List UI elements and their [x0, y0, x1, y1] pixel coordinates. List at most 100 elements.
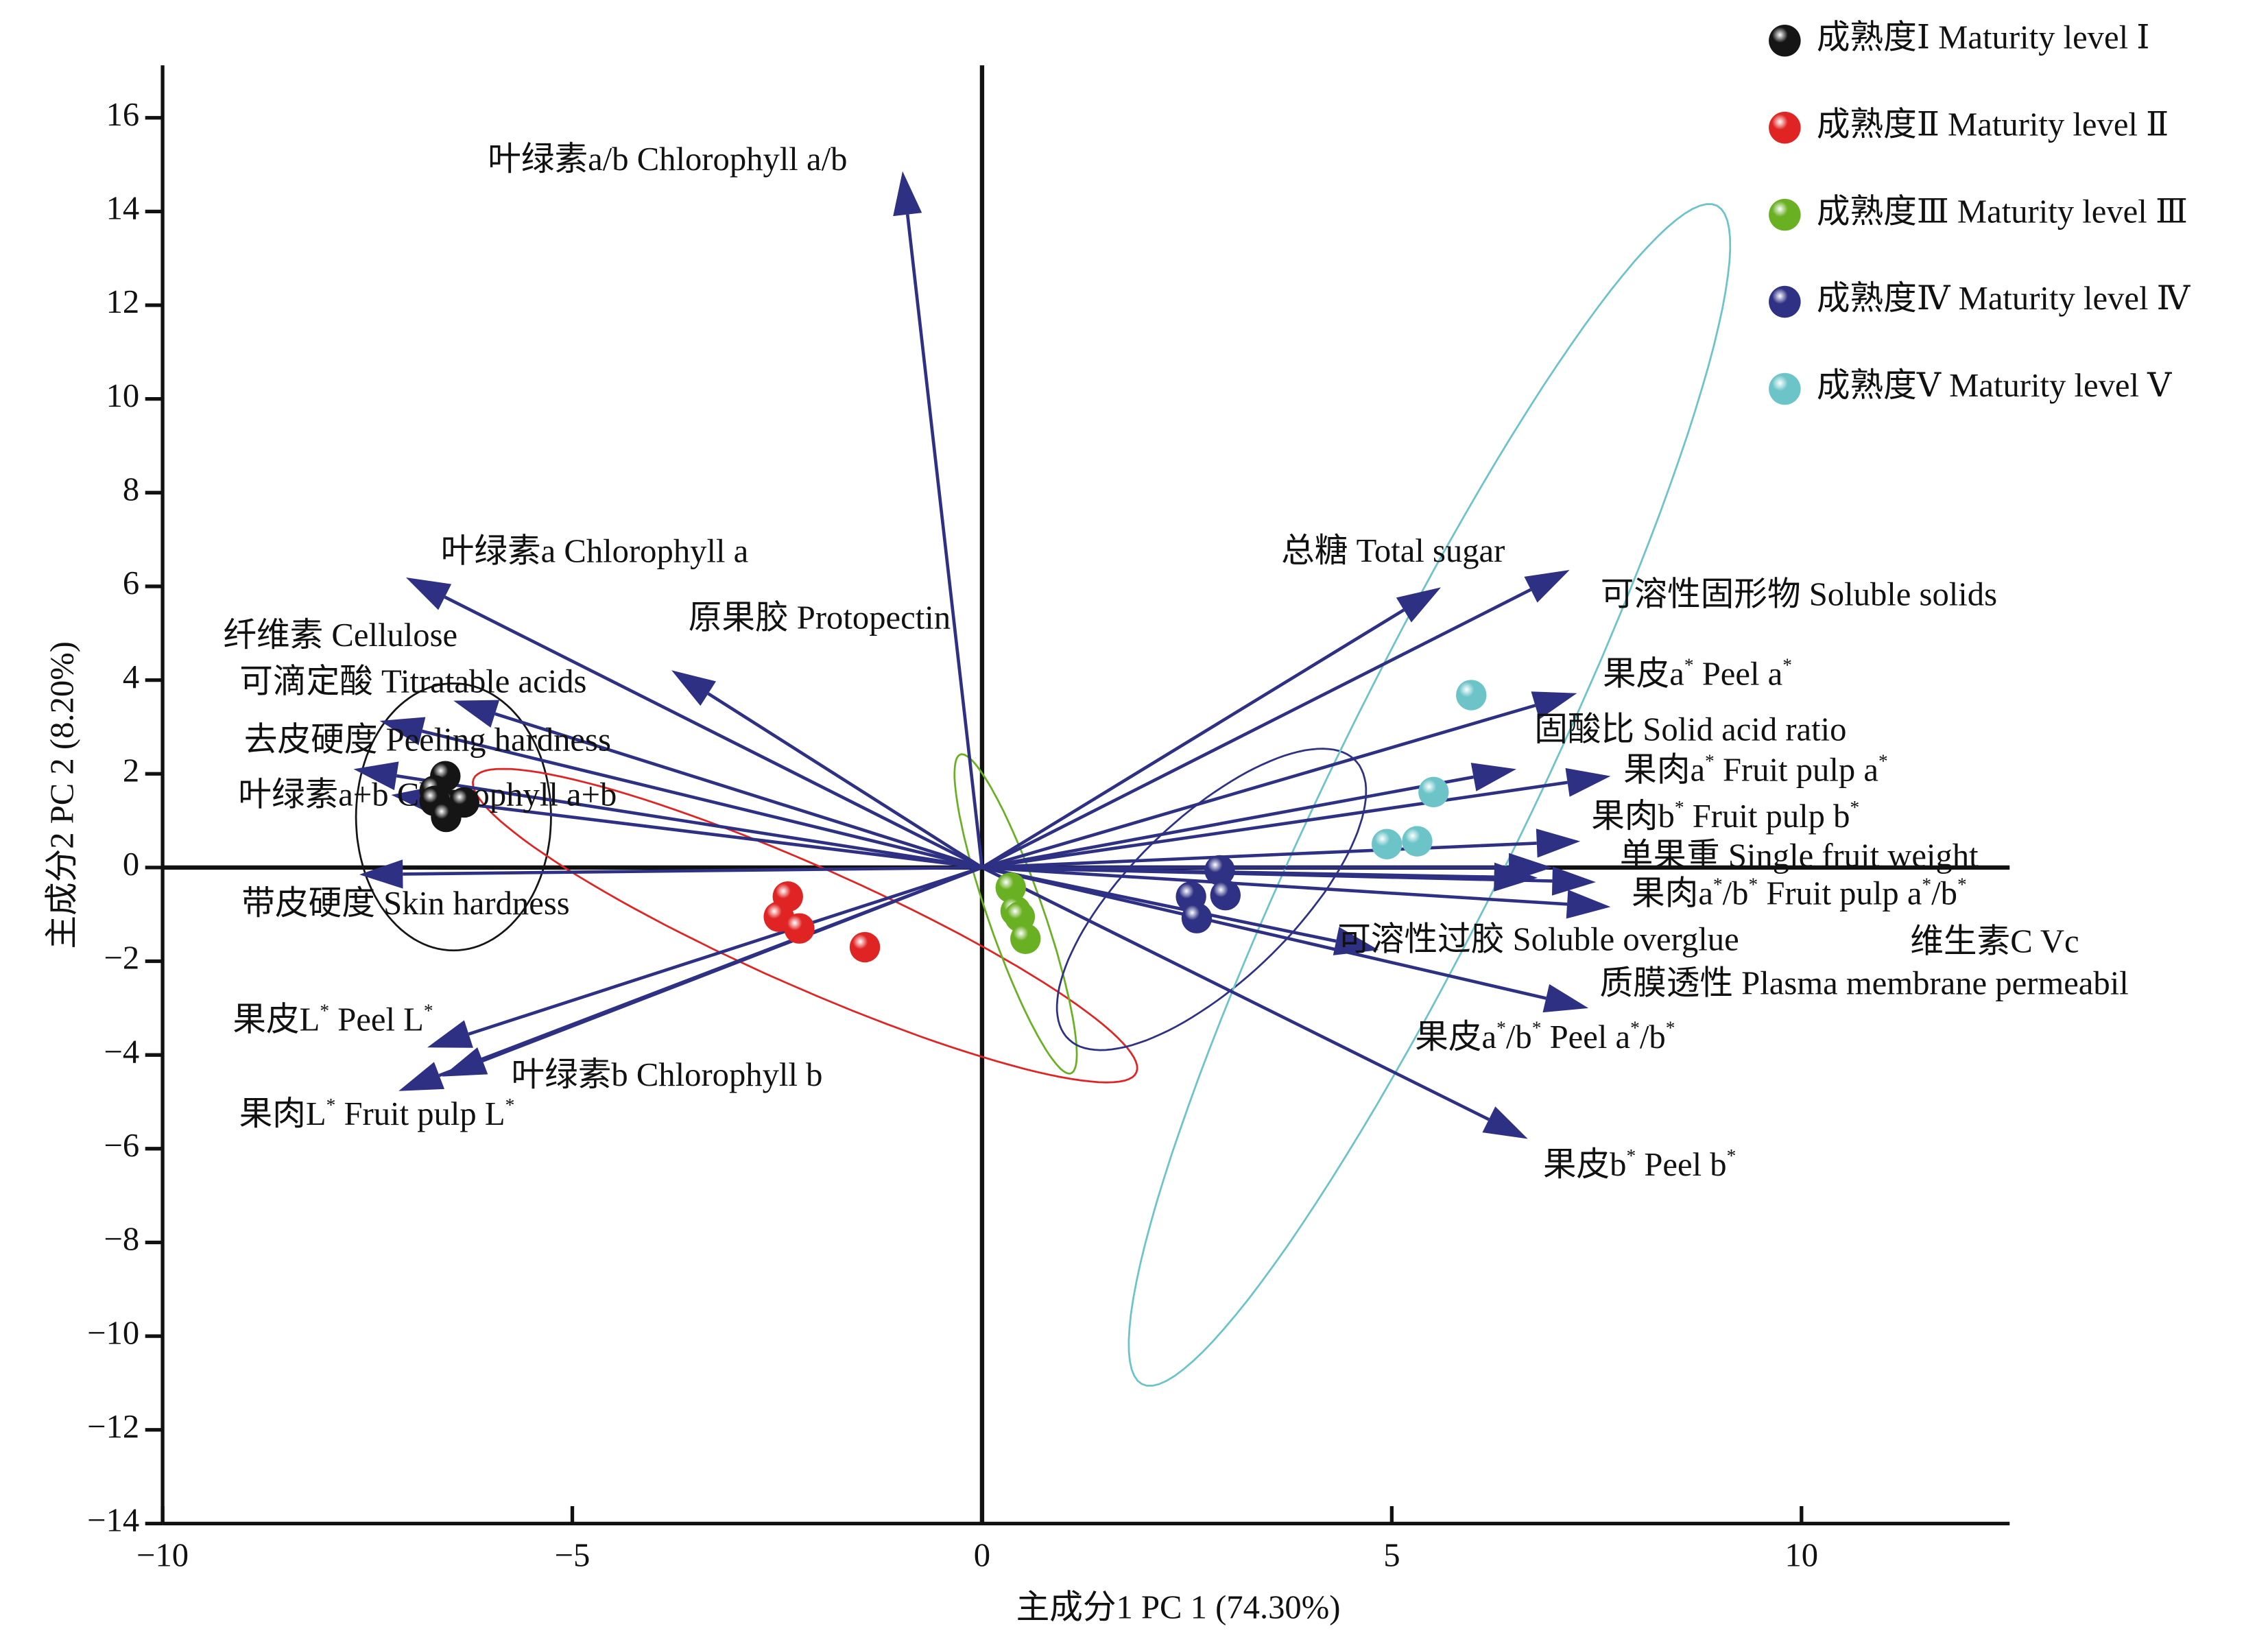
legend-marker [1769, 198, 1801, 231]
loading-label: 维生素C Vc [1910, 922, 2079, 960]
arrow-head [1566, 890, 1611, 919]
loading-label: 可溶性固形物 Soluble solids [1601, 575, 1997, 612]
legend-marker [1769, 372, 1801, 405]
loading-label: 果肉a*/b* Fruit pulp a*/b* [1632, 873, 1967, 912]
loading-label: 可溶性过胶 Soluble overglue [1337, 921, 1739, 958]
x-tick-label: 5 [1383, 1536, 1400, 1573]
loading-arrow [707, 692, 983, 869]
loading-arrow [981, 866, 1568, 906]
arrow-head [1482, 1106, 1528, 1139]
point [1210, 879, 1241, 911]
loading-label: 叶绿素b Chlorophyll b [511, 1056, 822, 1093]
loading-label: 果皮L* Peel L* [232, 999, 433, 1038]
arrow-head [1536, 829, 1581, 858]
loading-label: 果皮a* Peel a* [1603, 654, 1792, 692]
loading-arrow [396, 774, 983, 870]
arrow-head [1565, 767, 1611, 797]
confidence-ellipse [472, 767, 1138, 1084]
loading-arrow [981, 775, 1474, 870]
loading-label: 总糖 Total sugar [1281, 532, 1505, 569]
loading-arrow [468, 866, 983, 1036]
arrow-head [405, 577, 452, 610]
y-tick-label: 14 [106, 190, 140, 227]
legend-label: 成熟度Ⅲ Maturity level Ⅲ [1817, 193, 2188, 230]
confidence-ellipse [1127, 203, 1732, 1387]
y-tick-label: 0 [123, 846, 139, 883]
arrow-head [379, 717, 426, 746]
point [995, 872, 1026, 903]
arrow-head [1542, 984, 1589, 1013]
point [1371, 829, 1402, 859]
arrow-head [453, 700, 500, 728]
y-tick-label: −10 [87, 1314, 139, 1351]
loading-arrow [494, 712, 983, 870]
arrow-head [1524, 570, 1570, 603]
point [1402, 826, 1433, 857]
y-tick-label: 4 [123, 658, 139, 695]
y-tick-label: −12 [87, 1408, 139, 1445]
y-tick-label: −8 [104, 1221, 139, 1258]
loading-label: 纤维素 Cellulose [223, 617, 457, 654]
legend-marker [1769, 111, 1801, 144]
y-tick-label: −2 [104, 940, 139, 977]
loading-label: 带皮硬度 Skin hardness [241, 885, 569, 922]
arrow-head [442, 1047, 488, 1077]
arrow-head [353, 761, 399, 791]
loading-arrow [981, 781, 1568, 870]
arrow-head [359, 859, 403, 889]
legend-label: 成熟度Ⅱ Maturity level Ⅱ [1817, 106, 2169, 143]
confidence-ellipse [953, 753, 1078, 1075]
arrow-head [1470, 763, 1516, 791]
loading-arrow [981, 608, 1405, 869]
y-tick-label: 10 [106, 377, 140, 414]
point [1418, 776, 1449, 808]
x-tick-label: −5 [555, 1536, 590, 1573]
y-tick-label: −4 [104, 1033, 139, 1070]
loading-label: 去皮硬度 Peeling hardness [244, 721, 611, 758]
loading-label: 果肉L* Fruit pulp L* [239, 1094, 515, 1132]
loading-arrow [981, 588, 1532, 869]
arrow-head [1396, 587, 1442, 623]
legend-label: 成熟度Ⅳ Maturity level Ⅳ [1817, 280, 2191, 317]
y-tick-label: 6 [123, 564, 139, 601]
y-tick-label: −6 [104, 1127, 139, 1164]
loading-arrow [444, 595, 983, 869]
x-axis-label: 主成分1 PC 1 (74.30%) [1016, 1589, 1341, 1626]
y-tick-label: 12 [106, 283, 140, 320]
loading-label: 叶绿素a Chlorophyll a [441, 532, 749, 569]
arrow-head [398, 1062, 445, 1091]
loading-arrow [403, 866, 982, 876]
loading-label: 果肉b* Fruit pulp b* [1591, 796, 1859, 835]
arrow-head [671, 670, 717, 706]
arrow-head [893, 171, 922, 217]
loading-arrow [981, 842, 1537, 870]
loading-label: 原果胶 Protopectin [689, 599, 951, 636]
loading-arrow [905, 214, 984, 868]
loading-arrow [981, 866, 1553, 883]
y-tick-label: 8 [123, 470, 139, 508]
y-axis-label: 主成分2 PC 2 (8.20%) [44, 641, 81, 949]
loading-arrow [421, 729, 983, 870]
loading-arrow [434, 798, 983, 870]
point [431, 801, 462, 833]
loading-label: 质膜透性 Plasma membrane permeabil [1599, 964, 2128, 1001]
loading-label: 可滴定酸 Titratable acids [239, 663, 586, 700]
x-tick-label: 10 [1784, 1536, 1818, 1573]
confidence-ellipse [355, 682, 552, 952]
point [1010, 923, 1041, 954]
point [849, 931, 881, 963]
loading-arrow [981, 866, 1490, 1121]
legend-label: 成熟度Ⅴ Maturity level Ⅴ [1817, 367, 2172, 404]
legend-marker [1769, 285, 1801, 318]
arrow-head [427, 1020, 473, 1048]
loading-label: 叶绿素a/b Chlorophyll a/b [488, 141, 847, 178]
loading-arrow [981, 704, 1536, 870]
legend-label: 成熟度Ⅰ Maturity level Ⅰ [1817, 19, 2150, 56]
arrow-head [1494, 862, 1538, 892]
arrow-head [1333, 927, 1379, 955]
point [1181, 903, 1213, 933]
y-tick-label: 16 [106, 96, 140, 133]
loading-label: 果肉a* Fruit pulp a* [1623, 750, 1888, 788]
x-tick-label: 0 [974, 1536, 990, 1573]
